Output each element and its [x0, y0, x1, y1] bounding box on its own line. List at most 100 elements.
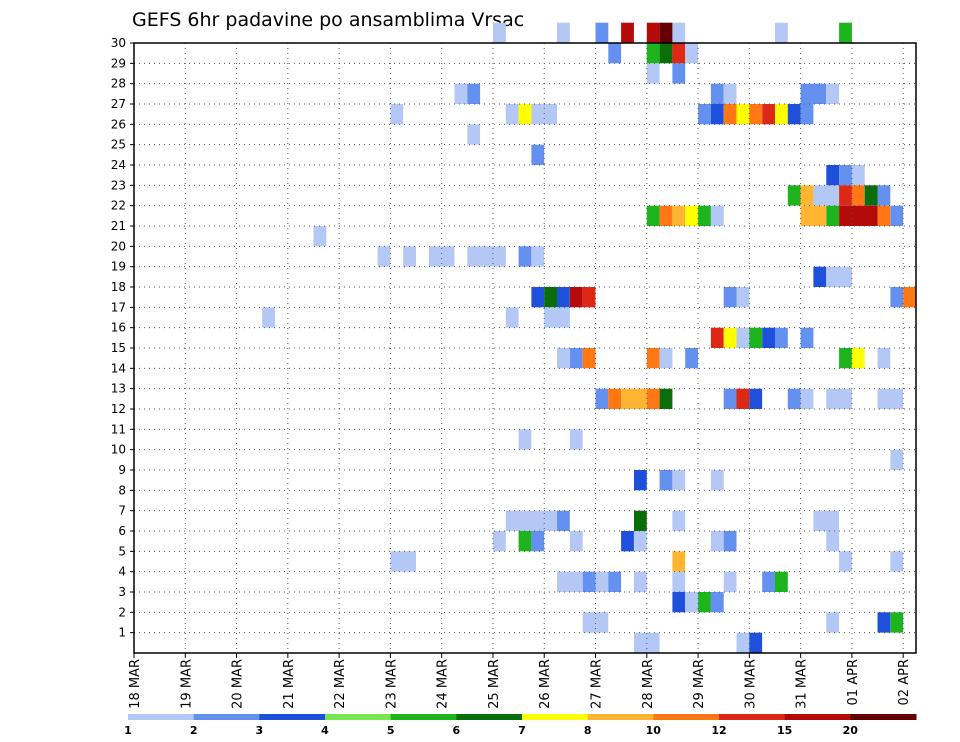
- heatmap-cell: [775, 22, 788, 43]
- y-axis-ticks: 1234567891011121314151617181920212223242…: [111, 36, 134, 640]
- x-tick-label: 22 MAR: [333, 659, 348, 709]
- heatmap-cell: [428, 246, 455, 267]
- heatmap-cell: [710, 104, 724, 125]
- heatmap-cell: [659, 388, 673, 409]
- y-tick-label: 2: [118, 605, 126, 619]
- heatmap-cell: [531, 287, 545, 308]
- heatmap-cell: [262, 307, 275, 328]
- heatmap-cell: [839, 165, 852, 186]
- heatmap-cell: [646, 205, 660, 226]
- colorbar-label: 2: [190, 724, 198, 737]
- heatmap-cell: [672, 205, 686, 226]
- colorbar-label: 20: [843, 724, 859, 737]
- heatmap-cell: [800, 205, 827, 226]
- colorbar-label: 7: [518, 724, 526, 737]
- y-tick-label: 15: [111, 341, 126, 355]
- heatmap-cell: [659, 43, 673, 64]
- heatmap-cell: [659, 470, 673, 491]
- heatmap-cell: [659, 348, 673, 369]
- heatmap-cell: [800, 388, 814, 409]
- x-tick-label: 26 MAR: [538, 659, 553, 709]
- heatmap-cell: [749, 388, 763, 409]
- heatmap-cell: [736, 104, 750, 125]
- heatmap-cell: [557, 22, 570, 43]
- x-tick-label: 29 MAR: [692, 659, 707, 709]
- y-tick-label: 25: [111, 138, 126, 152]
- heatmap-cell: [505, 307, 519, 328]
- y-tick-label: 26: [111, 117, 126, 131]
- heatmap-cell: [531, 531, 545, 552]
- colorbar-label: 3: [255, 724, 263, 737]
- heatmap-cell: [826, 83, 840, 104]
- heatmap-cell: [531, 246, 545, 267]
- heatmap-cell: [710, 83, 724, 104]
- y-tick-label: 18: [111, 280, 126, 294]
- heatmap-cell: [710, 531, 724, 552]
- heatmap-cell: [851, 165, 865, 186]
- colorbar-label: 1: [124, 724, 132, 737]
- heatmap-cell: [903, 287, 916, 308]
- heatmap-cell: [646, 43, 660, 64]
- heatmap-cell: [454, 83, 468, 104]
- colorbar-label: 4: [321, 724, 329, 737]
- heatmap-cell: [467, 246, 506, 267]
- y-tick-label: 22: [111, 199, 126, 213]
- colorbar-swatch: [587, 714, 654, 720]
- y-tick-label: 29: [111, 56, 126, 70]
- y-tick-label: 1: [118, 626, 126, 640]
- heatmap-cell: [685, 592, 698, 613]
- y-tick-label: 5: [118, 544, 126, 558]
- colorbar-swatch: [784, 714, 851, 720]
- heatmap-cell: [634, 531, 647, 552]
- heatmap-cell: [762, 571, 775, 592]
- heatmap-cell: [608, 571, 622, 592]
- heatmap-cell: [736, 287, 750, 308]
- colorbar-label: 10: [646, 724, 662, 737]
- heatmap-cell: [634, 470, 647, 491]
- colorbar-swatch: [456, 714, 523, 720]
- heatmap-cell: [634, 632, 660, 653]
- heatmap-cell: [595, 22, 609, 43]
- heatmap-cell: [762, 327, 775, 348]
- y-tick-label: 21: [111, 219, 126, 233]
- heatmap-cell: [313, 226, 327, 247]
- heatmap-cell: [723, 531, 737, 552]
- heatmap-cell: [762, 104, 775, 125]
- heatmap-cell: [621, 388, 647, 409]
- heatmap-cell: [569, 287, 583, 308]
- heatmap-cell: [826, 388, 852, 409]
- y-tick-label: 7: [118, 504, 126, 518]
- heatmap-cell: [723, 571, 737, 592]
- heatmap-cell: [518, 531, 532, 552]
- heatmap-cell: [800, 104, 814, 125]
- heatmap-cell: [659, 205, 673, 226]
- heatmap-cell: [685, 348, 698, 369]
- colorbar-label: 6: [452, 724, 460, 737]
- heatmap-cell: [672, 63, 686, 84]
- heatmap-cell: [877, 388, 904, 409]
- colorbar-swatch: [390, 714, 457, 720]
- heatmap-cell: [890, 612, 904, 633]
- colorbar-swatch: [193, 714, 260, 720]
- y-tick-label: 10: [111, 443, 126, 457]
- heatmap-cell: [890, 449, 904, 470]
- heatmap-cell: [569, 429, 583, 450]
- heatmap-cell: [634, 571, 647, 592]
- heatmap-cell: [813, 185, 839, 206]
- heatmap-cell: [710, 470, 724, 491]
- chart-title: GEFS 6hr padavine po ansamblima Vrsac: [132, 9, 524, 31]
- heatmap-cell: [467, 124, 481, 145]
- heatmap-cell: [685, 205, 698, 226]
- y-tick-label: 19: [111, 260, 126, 274]
- heatmap-cell: [723, 104, 737, 125]
- heatmap-cell: [710, 327, 724, 348]
- heatmap-cell: [582, 287, 596, 308]
- heatmap-cell: [569, 348, 583, 369]
- heatmap-cell: [672, 571, 686, 592]
- heatmap-cell: [775, 571, 788, 592]
- y-tick-label: 8: [118, 483, 126, 497]
- heatmap-cell: [851, 185, 865, 206]
- heatmap-cell: [775, 327, 788, 348]
- heatmap-cell: [839, 22, 852, 43]
- colorbar-label: 12: [711, 724, 726, 737]
